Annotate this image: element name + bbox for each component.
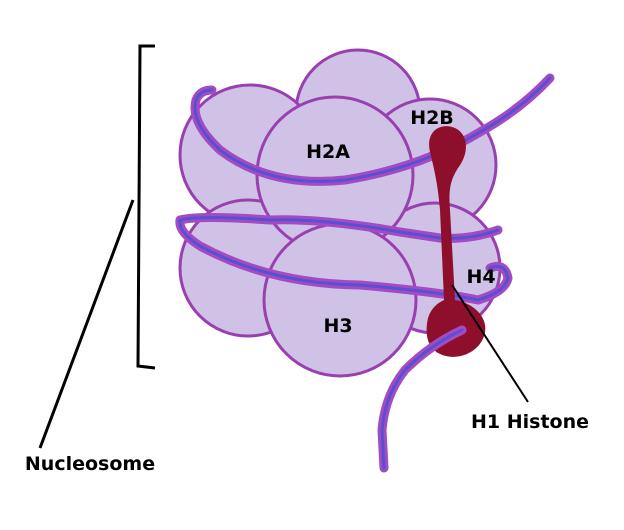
dna-upper-turn <box>190 73 555 186</box>
label-h1-histone: H1 Histone <box>471 411 589 433</box>
label-nucleosome: Nucleosome <box>25 453 155 475</box>
nucleosome-leader-line <box>38 199 135 449</box>
label-h2b: H2B <box>410 107 454 129</box>
label-h4: H4 <box>466 266 495 288</box>
label-h3: H3 <box>323 315 352 337</box>
h1-histone <box>426 126 486 357</box>
h1-leader-line <box>451 284 529 403</box>
dna-tail <box>377 325 467 473</box>
nucleosome-bracket <box>136 44 156 370</box>
dna-lower-turn <box>175 213 513 305</box>
label-h2a: H2A <box>306 141 350 163</box>
histone-h3-sphere <box>262 222 418 378</box>
